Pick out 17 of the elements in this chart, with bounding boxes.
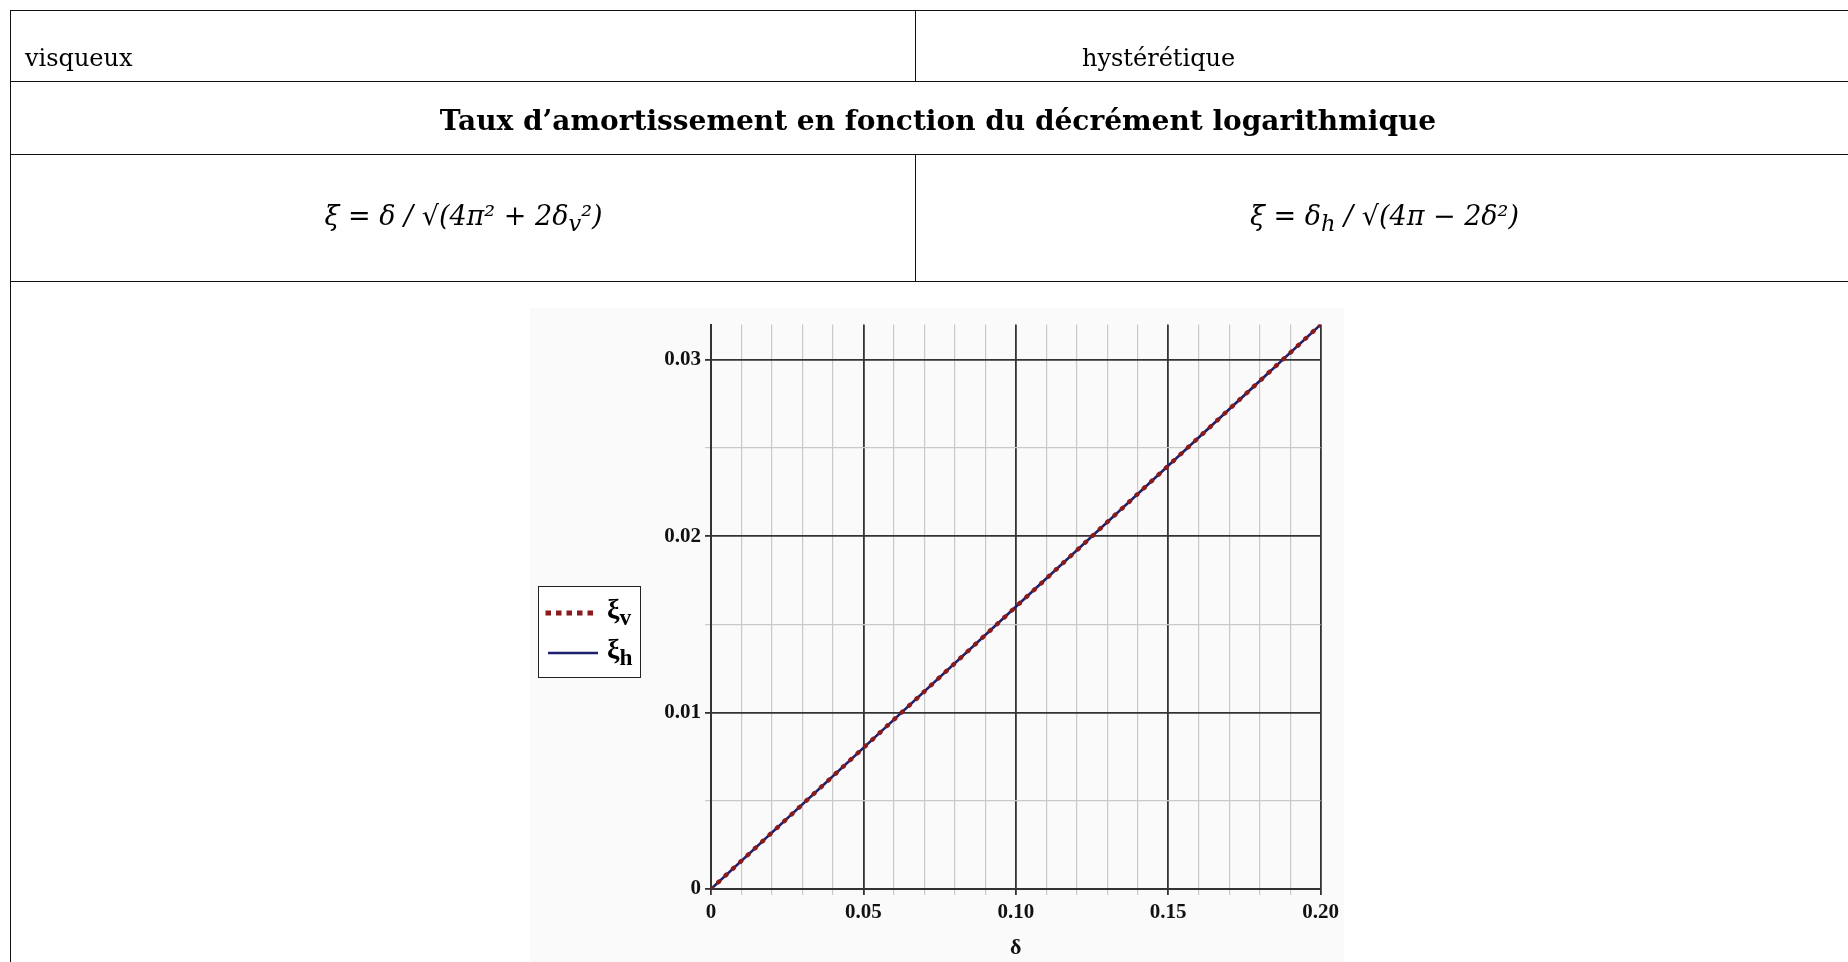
- x-tick-label: 0.05: [845, 899, 882, 924]
- legend-label: ξ$_{h}$: [607, 633, 633, 671]
- y-tick-label: 0.03: [664, 346, 701, 371]
- legend-label: ξ$_{v}$: [607, 593, 632, 631]
- y-tick-label: 0: [690, 875, 701, 900]
- text: hystérétique: [1082, 43, 1236, 72]
- x-tick-label: 0: [705, 899, 717, 924]
- text: visqueux: [25, 43, 133, 72]
- x-tick-label: 0.10: [997, 899, 1035, 924]
- text: ξ = δ / √(4π² + 2δ$_{v}$²): [324, 200, 603, 237]
- chart-title: Taux d’amortissement en fonction du décrément logarithmique: [439, 104, 1437, 137]
- y-tick-label: 0.02: [664, 522, 701, 547]
- y-tick-label: 0.01: [664, 699, 701, 724]
- x-axis-title: δ: [1010, 934, 1022, 960]
- x-tick-label: 0.20: [1302, 899, 1339, 924]
- x-tick-label: 0.15: [1149, 899, 1187, 924]
- text: ξ = δ$_{h}$ / √(4π − 2δ²): [1250, 200, 1519, 237]
